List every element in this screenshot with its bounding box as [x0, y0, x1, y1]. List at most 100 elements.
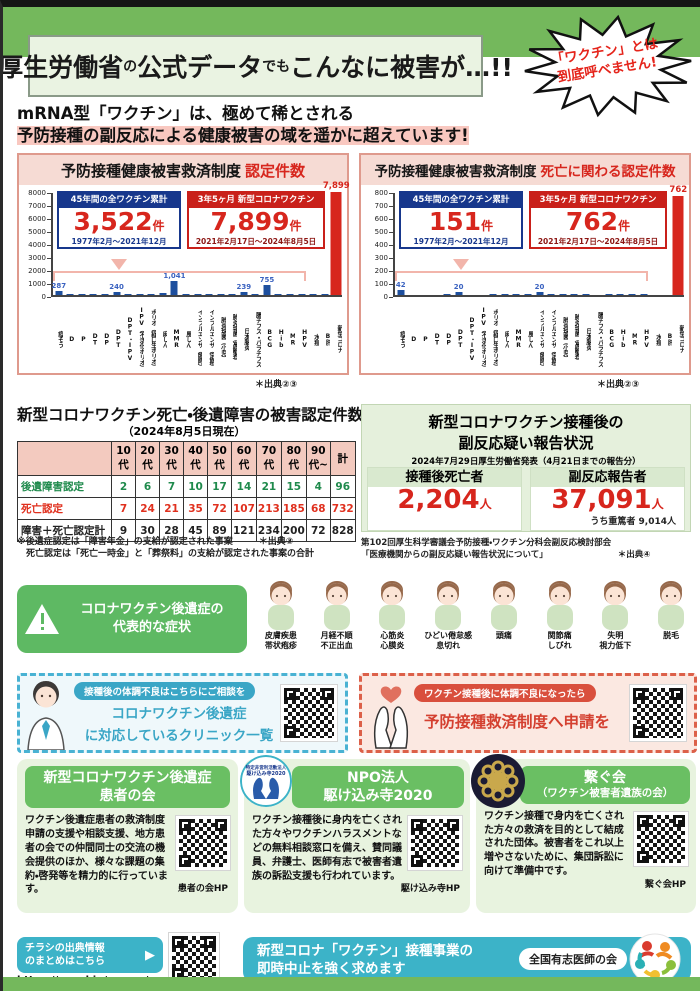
bar: [321, 293, 329, 295]
category-labels: 痘そう D P DT DP DPT DPT・IPV IPV（不活化ポリオ） ポリオ（経口生ポリオ…: [51, 299, 342, 379]
table-header-cell: 30代: [159, 441, 184, 476]
qr-finder-pattern: [179, 855, 191, 868]
callout-tail: [453, 259, 469, 270]
warning-icon: [25, 604, 59, 634]
category-label: MR: [631, 332, 638, 346]
bar-column: [603, 193, 615, 295]
y-axis-tick: [389, 232, 393, 233]
relief-apply-link-text[interactable]: 予防接種救済制度へ申請を: [423, 713, 610, 731]
bar-column: 42: [395, 193, 407, 295]
row-label: 障害＋死亡認定計: [17, 519, 112, 542]
bar-column: [76, 193, 88, 295]
bar-column: [203, 193, 215, 295]
bar: [309, 293, 317, 295]
bar-column: [296, 193, 308, 295]
symptom-item: 失明 視力低下: [588, 581, 644, 673]
patients-association-card: 新型コロナワクチン後遺症 患者の会 ワクチン後遺症患者の救済制度申請の支援や相談…: [17, 759, 238, 913]
table-cell: 7: [159, 475, 184, 498]
patients-association-qr-code: [175, 815, 231, 872]
bar-column: [615, 193, 627, 295]
clinic-consult-box: 接種後の体調不良はこちらにご相談を コロナワクチン後遺症 に対応しているクリニッ…: [17, 673, 348, 753]
person-figure-icon: [435, 581, 462, 630]
qr-finder-pattern: [172, 936, 184, 948]
table-cell: 15: [280, 475, 307, 498]
bar: [501, 293, 509, 295]
title-part: 厚生労働省: [0, 53, 124, 82]
symptoms-list: 皮膚疾患 帯状疱疹 月経不順 不正出血 心筋炎 心膜炎 ひどい倦怠感 息切れ 頭痛 関節痛 しびれ 失…: [253, 581, 699, 673]
bar-column: [580, 193, 592, 295]
qr-finder-pattern: [633, 688, 645, 700]
category-label: 新型コロナ: [678, 325, 685, 353]
symptom-label: 頭痛: [495, 631, 512, 640]
y-axis-tick-label: 300: [374, 253, 388, 262]
bar-column: [99, 193, 111, 295]
bar-value-label: 287: [51, 282, 67, 291]
category-label: 肺炎球菌（小児）: [561, 317, 568, 361]
table-header-cell: 70代: [255, 441, 282, 476]
bar: [582, 293, 590, 295]
chart-panel-approved: 予防接種健康被害救済制度 認定件数 45年間の全ワクチン累計 3,522件 19…: [17, 153, 350, 375]
report-subtitle: 2024年7月29日厚生労働省発表（4月21日までの報告分）: [411, 457, 641, 467]
bar: [113, 291, 121, 295]
table-header-cell: 40代: [183, 441, 208, 476]
symptom-label: 心筋炎 心膜炎: [380, 631, 405, 650]
card-body: ワクチン接種で身内を亡くされた方々の救済を目的として結成された団体。被害者をこれ…: [484, 810, 689, 890]
category-label: IPV（不活化ポリオ）: [138, 307, 145, 371]
symptom-label: 脱毛: [663, 631, 680, 640]
cumulative-box: 45年間の全ワクチン累計 151件 1977年2月～2021年12月: [399, 191, 523, 249]
person-figure-icon: [658, 581, 685, 630]
person-figure-icon: [323, 581, 350, 630]
qr-finder-pattern: [411, 819, 423, 832]
y-axis-tick-label: 0: [383, 292, 388, 301]
category-label: インフルエンザ（定期）: [207, 308, 214, 370]
npo-logo: 特定非営利活動法人 駆け込み寺2020: [240, 755, 292, 807]
bar-column: 239: [236, 193, 251, 295]
table-header-cell: 20代: [135, 441, 160, 476]
bar: [182, 293, 190, 295]
category-label: 風しん: [184, 330, 191, 348]
category-label: B肝: [324, 333, 331, 345]
bar: [89, 293, 97, 295]
category-label: 麻しん: [161, 330, 168, 348]
intro-text: mRNA型「ワクチン」は、極めて稀とされる 予防接種の副反応による健康被害の域を…: [17, 103, 469, 148]
category-label: HPV: [643, 329, 650, 349]
source-info-button[interactable]: チラシの出典情報 のまとめはこちら ▶: [17, 937, 163, 973]
bar-column: 7,899: [323, 181, 350, 295]
symptom-item: 月経不順 不正出血: [309, 581, 365, 673]
symptom-label: 失明 視力低下: [599, 631, 632, 650]
table-cell: 72: [305, 519, 331, 542]
org-name-pill: 全国有志医師の会: [519, 948, 627, 970]
table-cell: 732: [329, 497, 356, 520]
table-cell: 213: [255, 497, 282, 520]
clinic-list-link-text[interactable]: コロナワクチン後遺症 に対応しているクリニック一覧: [84, 706, 274, 744]
bar: [640, 293, 648, 295]
table-row: 障害＋死亡認定計 9 30 28 45 89 121 234 200 72 828: [17, 519, 356, 542]
bar: [298, 293, 306, 295]
report-note2: 「医療機関からの副反応疑い報告状況について」 ＊出典④: [361, 550, 651, 560]
tsunagukai-logo: [471, 754, 525, 808]
qr-caption: 駆け込み寺HP: [400, 884, 460, 895]
y-axis-tick-label: 5000: [28, 227, 46, 236]
table-cell: 24: [135, 497, 160, 520]
table-cell: 21: [255, 475, 282, 498]
covid-box: 3年5ヶ月 新型コロナワクチン 762件 2021年2月17日～2024年8月5…: [529, 191, 667, 249]
symptoms-banner: コロナワクチン後遺症の 代表的な症状: [17, 585, 247, 653]
bar-column: [180, 193, 192, 295]
y-axis-tick: [389, 297, 393, 298]
category-label: HPV: [301, 329, 308, 349]
bar: [78, 293, 86, 295]
bar-column: [134, 193, 146, 295]
table-cell: 2: [111, 475, 136, 498]
deaths-after-vaccination-stat: 接種後死亡者 2,204人: [367, 467, 522, 532]
bar: [443, 293, 451, 295]
bar: [286, 293, 294, 295]
chart-panel-deaths: 予防接種健康被害救済制度 死亡に関わる認定件数 45年間の全ワクチン累計 151…: [359, 153, 691, 375]
bar: [524, 293, 532, 295]
tsunagukai-qr-code: [633, 810, 689, 867]
svg-text:駆け込み寺2020: 駆け込み寺2020: [246, 770, 286, 777]
person-figure-icon: [602, 581, 629, 630]
bar-column: [284, 193, 296, 295]
y-axis-tick: [47, 271, 51, 272]
consult-pill: 接種後の体調不良はこちらにご相談を: [74, 682, 256, 700]
person-figure-icon: [546, 581, 573, 630]
